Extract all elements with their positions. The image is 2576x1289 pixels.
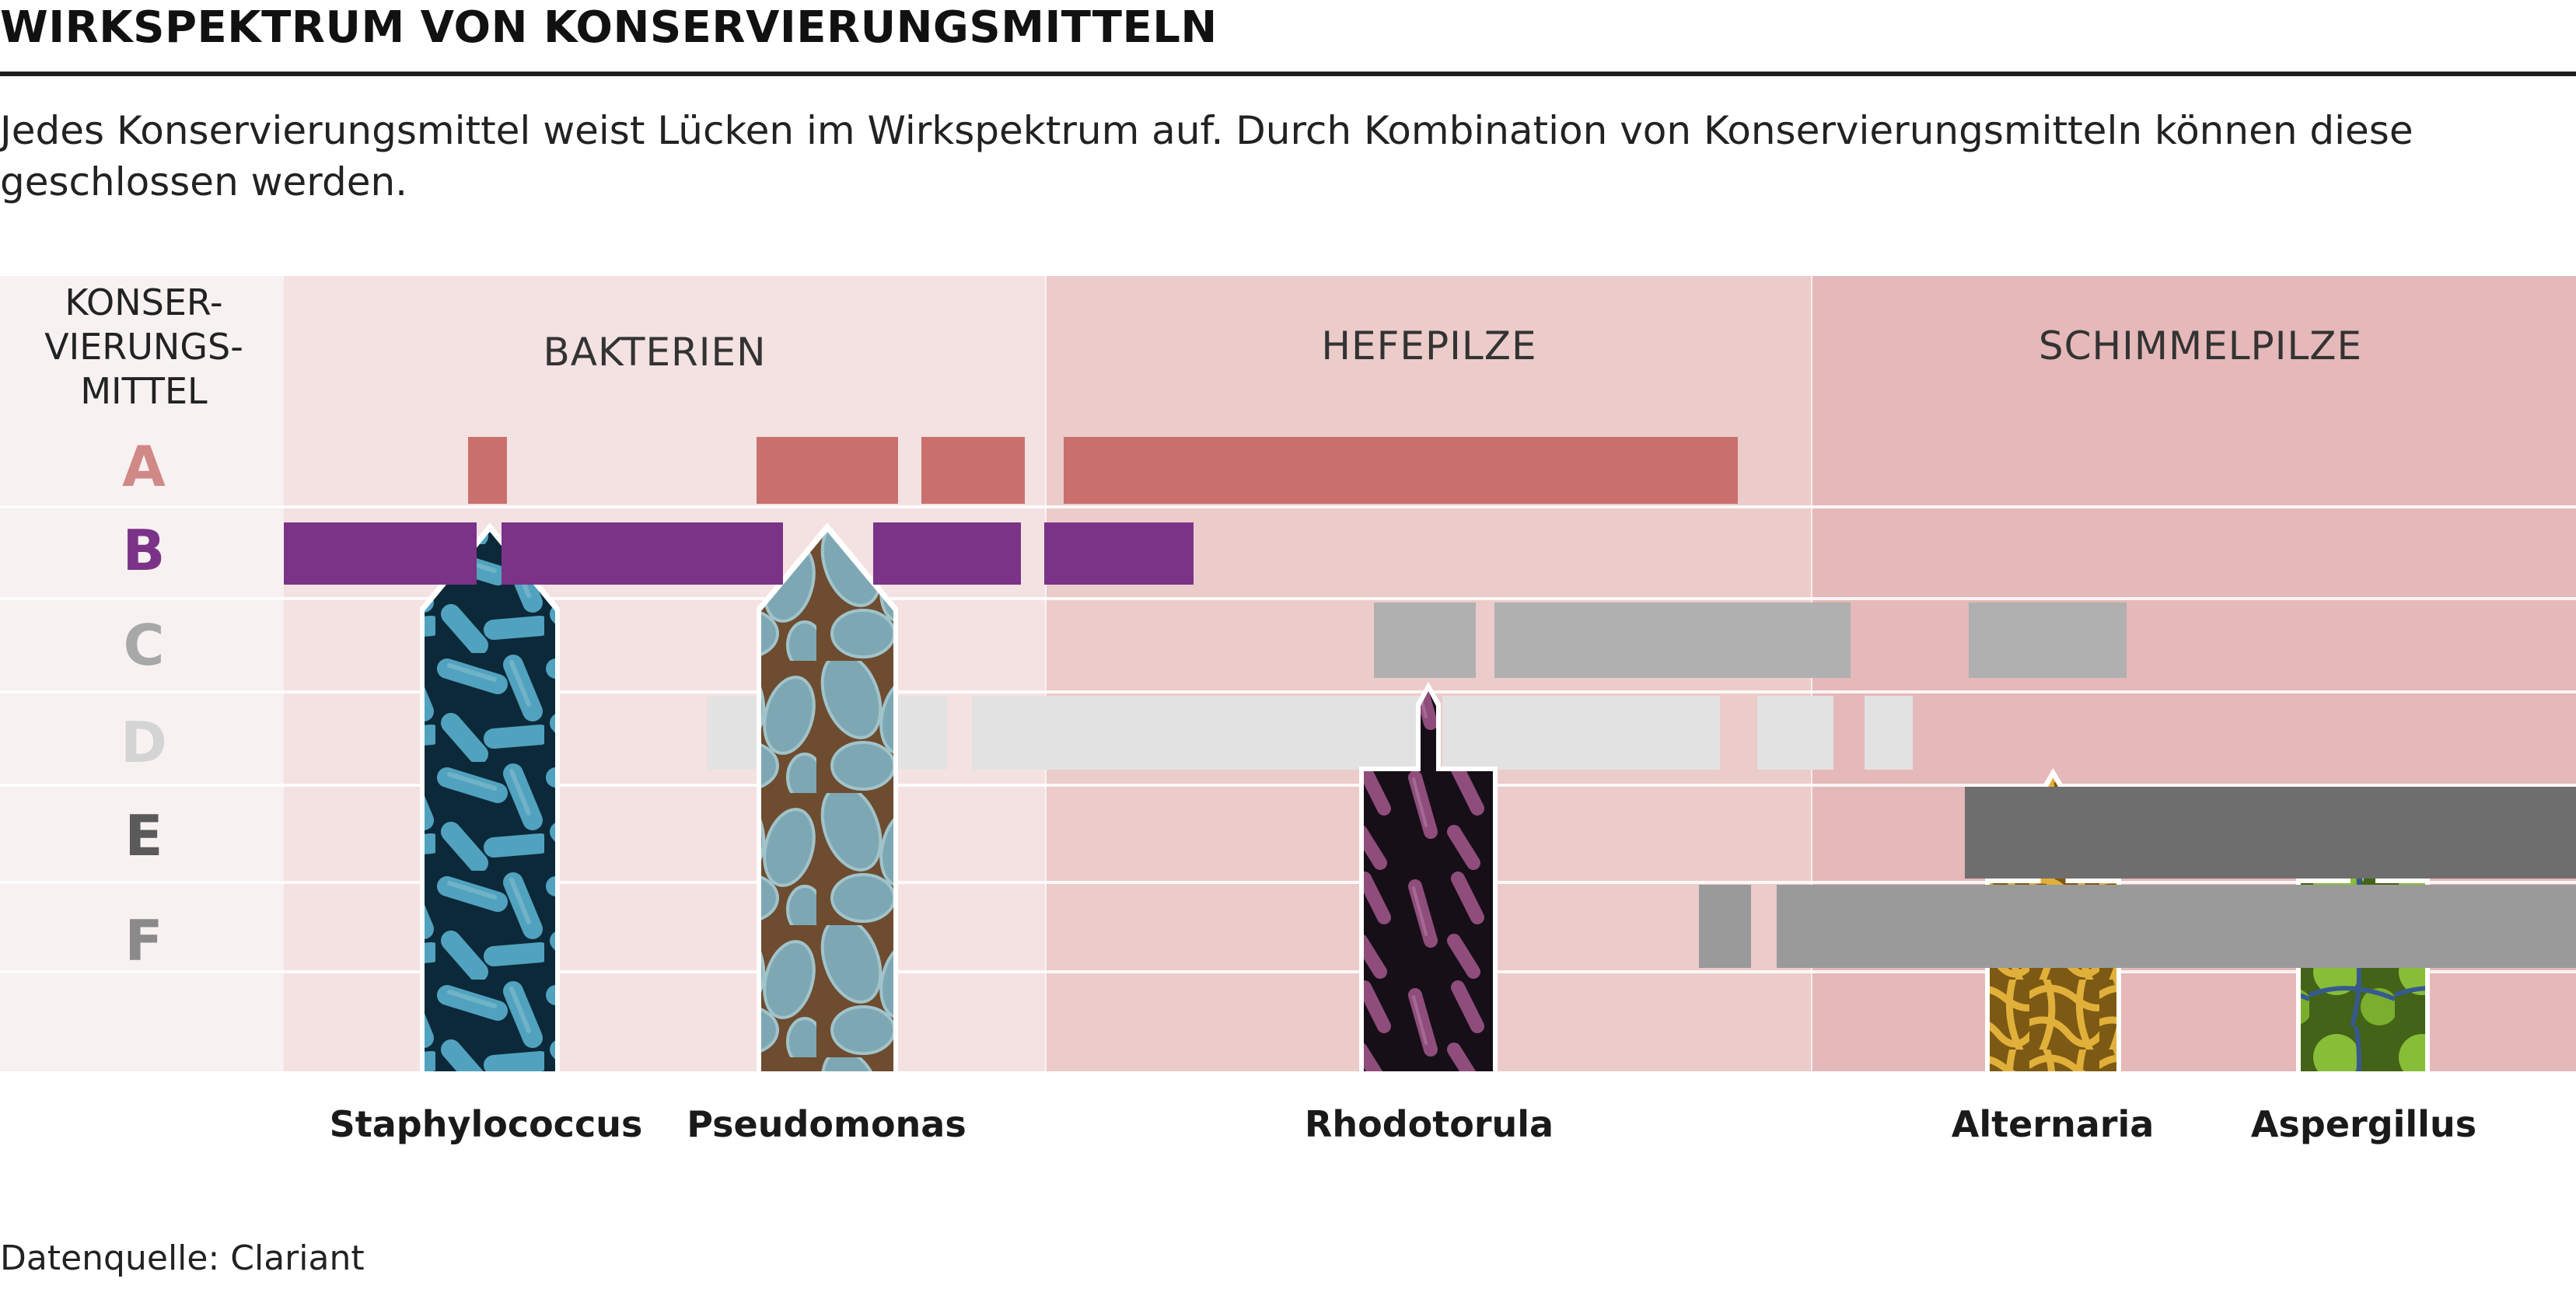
bar-a-1 [468, 437, 507, 504]
row-header-line: KONSER- [65, 281, 222, 323]
organism-tint-staphylococcus [425, 532, 555, 1071]
group-label-bakterien: BAKTERIEN [543, 330, 766, 375]
bar-b-4 [1044, 522, 1194, 585]
bar-b-2 [502, 522, 783, 585]
bar-c-3 [1969, 603, 2127, 678]
row-label-c: C [124, 613, 165, 678]
title-divider [0, 72, 2576, 76]
row-gridline [0, 597, 2576, 600]
row-label-d: D [121, 710, 167, 775]
organism-image-pseudomonas [761, 532, 893, 1071]
bar-b-3 [873, 522, 1021, 585]
organism-label-pseudomonas: Pseudomonas [687, 1103, 966, 1145]
row-gridline [0, 970, 2576, 973]
bar-c-1 [1374, 603, 1476, 678]
row-label-a: A [122, 434, 166, 499]
bar-b-1 [284, 522, 477, 585]
organism-image-staphylococcus [425, 532, 555, 1071]
group-divider [1045, 276, 1047, 1071]
organism-label-aspergillus: Aspergillus [2251, 1103, 2476, 1145]
row-header-line: MITTEL [80, 370, 208, 412]
bar-a-2 [757, 437, 898, 504]
bar-e-1 [1965, 787, 2576, 879]
group-band-bakterien [284, 276, 1046, 1071]
bar-d-5 [1865, 696, 1913, 770]
row-label-b: B [123, 518, 166, 583]
organism-label-staphylococcus: Staphylococcus [330, 1103, 643, 1145]
bar-d-4 [1757, 696, 1833, 770]
source-note: Datenquelle: Clariant [0, 1238, 365, 1278]
organism-tint-pseudomonas [761, 532, 893, 1071]
bar-d-3 [1442, 696, 1720, 770]
row-gridline [0, 505, 2576, 508]
row-header-line: VIERUNGS- [44, 326, 243, 368]
bar-f-2 [1777, 885, 2576, 968]
row-gridline [0, 784, 2576, 787]
bar-d-2 [972, 696, 1419, 770]
group-label-schimmelpilze: SCHIMMELPILZE [2039, 323, 2362, 369]
row-header-band [0, 276, 284, 1071]
subtitle: Jedes Konservierungsmittel weist Lücken … [0, 108, 2413, 204]
row-label-e: E [124, 803, 163, 868]
page-title: WIRKSPEKTRUM VON KONSERVIERUNGSMITTELN [0, 2, 1218, 53]
group-label-hefepilze: HEFEPILZE [1321, 323, 1536, 369]
organism-image-rhodotorula [1364, 691, 1493, 1071]
bar-f-1 [1699, 885, 1751, 968]
bar-c-2 [1494, 603, 1851, 678]
organism-label-alternaria: Alternaria [1952, 1103, 2155, 1145]
bar-a-4 [1064, 437, 1738, 504]
organism-tint-rhodotorula [1364, 691, 1493, 1071]
organism-label-rhodotorula: Rhodotorula [1305, 1103, 1554, 1145]
bar-a-3 [921, 437, 1025, 504]
row-gridline [0, 881, 2576, 884]
row-label-f: F [124, 908, 163, 973]
row-gridline [0, 690, 2576, 693]
